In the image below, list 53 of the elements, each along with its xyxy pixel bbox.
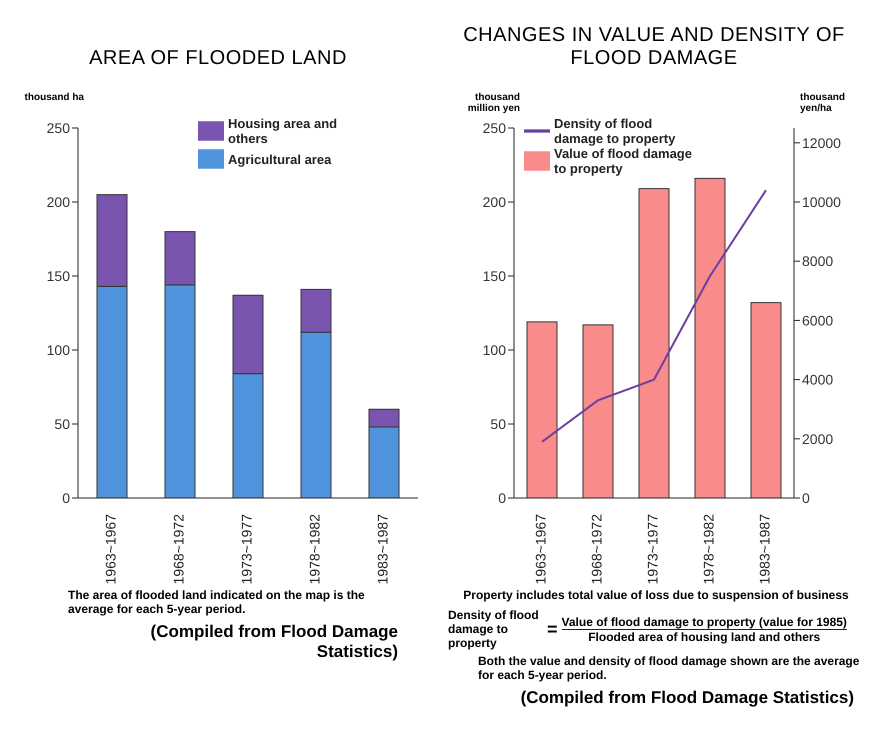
y-tick-label: 250 xyxy=(482,120,506,136)
y2-tick-label: 2000 xyxy=(802,430,834,447)
x-tick-label: 1973~1977 xyxy=(238,514,255,584)
legend-label: Value of flood damage to property xyxy=(554,146,693,176)
x-tick-label: 1978~1982 xyxy=(700,514,717,584)
y-tick-label: 150 xyxy=(482,268,506,284)
y2-tick-label: 4000 xyxy=(802,372,834,388)
y-tick-label: 100 xyxy=(46,342,70,358)
text: Both the value and density of flood damage shown are the average for each 5-year period. xyxy=(477,654,860,682)
y2-tick-label: 6000 xyxy=(802,312,834,328)
y-axis-title: thousand ha xyxy=(24,92,84,103)
x-tick-label: 1978~1982 xyxy=(306,514,323,584)
y2-axis-title: thousand yen/ha xyxy=(800,92,846,114)
bar xyxy=(638,188,670,498)
y-tick-label: 200 xyxy=(482,194,506,210)
y-tick-label: 50 xyxy=(54,416,70,432)
bar xyxy=(526,321,558,498)
y-tick-label: 50 xyxy=(490,416,506,432)
line-series xyxy=(541,189,767,443)
text: The area of flooded land indicated on the map is the average for each 5-year period. xyxy=(68,588,366,616)
y-tick-label: 250 xyxy=(46,120,70,136)
bar xyxy=(694,178,726,498)
text: Density of flood damage to property xyxy=(448,608,540,650)
x-tick-label: 1963~1967 xyxy=(102,514,119,584)
text: = xyxy=(547,618,558,640)
y2-tick-label: 10000 xyxy=(802,194,842,210)
x-tick-label: 1983~1987 xyxy=(756,514,773,584)
bar xyxy=(750,302,782,498)
x-tick-label: 1983~1987 xyxy=(374,514,391,584)
legend-label: Housing area and others xyxy=(228,116,338,146)
legend-label: Density of flood damage to property xyxy=(554,116,676,146)
text: (Compiled from Flood Damage Statistics) xyxy=(520,688,855,708)
x-tick-label: 1968~1972 xyxy=(170,514,187,584)
text: Flooded area of housing land and others xyxy=(587,630,822,644)
y-tick-label: 150 xyxy=(46,268,70,284)
text: Value of flood damage to property (value for 1985) xyxy=(562,614,847,630)
y2-tick-label: 0 xyxy=(802,490,810,506)
x-tick-label: 1963~1967 xyxy=(532,514,549,584)
text: (Compiled from Flood Damage Statistics) xyxy=(150,622,399,662)
chart-title: AREA OF FLOODED LAND xyxy=(89,47,347,70)
chart-title: CHANGES IN VALUE AND DENSITY OF FLOOD DAMAGE xyxy=(462,24,846,70)
y-tick-label: 0 xyxy=(498,490,506,506)
y-tick-label: 0 xyxy=(62,490,70,506)
bar xyxy=(582,324,614,498)
text: Property includes total value of loss due to suspension of business xyxy=(462,588,850,602)
x-tick-label: 1973~1977 xyxy=(644,514,661,584)
legend-label: Agricultural area xyxy=(228,152,332,166)
y2-tick-label: 12000 xyxy=(802,134,842,151)
y2-tick-label: 8000 xyxy=(802,253,834,270)
y-tick-label: 100 xyxy=(482,342,506,358)
y-axis-title: thousand million yen xyxy=(466,92,520,114)
x-tick-label: 1968~1972 xyxy=(588,514,605,584)
y-tick-label: 200 xyxy=(46,194,70,210)
